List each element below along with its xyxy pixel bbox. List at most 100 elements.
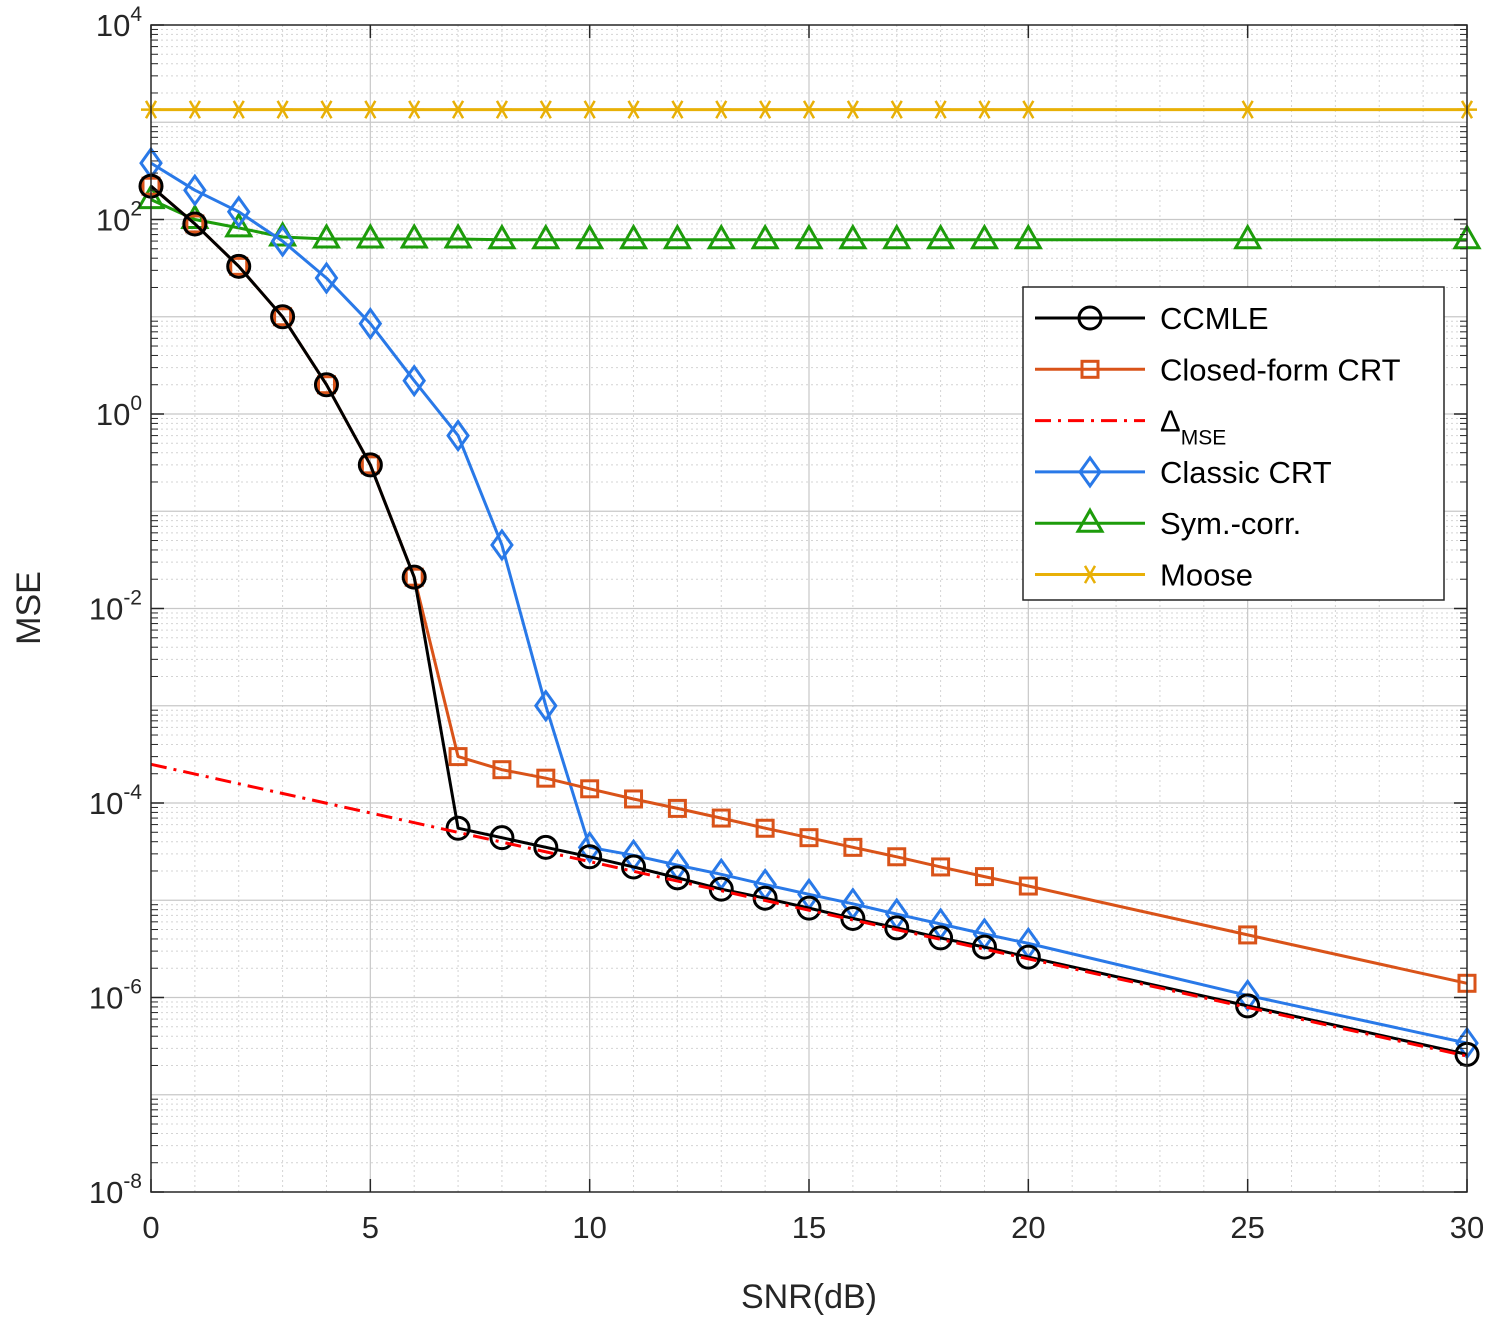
x-tick-label: 20 [1011, 1210, 1045, 1245]
marker-circle [577, 844, 603, 870]
series-delta-mse [150, 762, 1468, 1058]
legend-item-closed-form-crt: Closed-form CRT [1035, 352, 1401, 387]
y-tick-label: 100 [96, 392, 142, 432]
marker-diamond [1235, 978, 1260, 1013]
marker-circle [971, 934, 997, 960]
marker-triangle [750, 223, 780, 250]
marker-square [974, 867, 994, 887]
marker-asterisk [360, 100, 381, 119]
marker-asterisk [623, 100, 644, 119]
marker-diamond [490, 528, 514, 562]
x-tick-label: 15 [792, 1210, 826, 1245]
marker-triangle [969, 223, 1000, 250]
marker-asterisk [228, 100, 249, 119]
marker-diamond [533, 689, 558, 723]
marker-asterisk [1237, 100, 1258, 119]
marker-asterisk [579, 100, 600, 119]
marker-triangle [443, 222, 473, 249]
legend-item-ccmle: CCMLE [1035, 301, 1269, 336]
marker-circle [445, 815, 471, 841]
marker-square [492, 760, 512, 780]
marker-asterisk [184, 100, 205, 119]
series-layer [136, 100, 1482, 1067]
legend-label: Closed-form CRT [1160, 352, 1401, 387]
major-grid [151, 25, 1467, 1192]
marker-asterisk [448, 100, 469, 119]
y-tick-label: 102 [96, 198, 142, 238]
marker-asterisk [535, 100, 556, 119]
marker-circle [1077, 305, 1103, 331]
marker-diamond [621, 838, 646, 872]
y-tick-label: 104 [96, 3, 142, 43]
marker-square [229, 256, 249, 276]
marker-square [360, 455, 380, 475]
marker-square [843, 837, 863, 857]
x-tick-label: 0 [142, 1210, 159, 1245]
legend-item-classic-crt: Classic CRT [1035, 455, 1332, 490]
x-tick-label: 10 [572, 1210, 606, 1245]
x-axis-title: SNR(dB) [741, 1278, 877, 1316]
marker-diamond [402, 364, 427, 398]
marker-asterisk [842, 100, 863, 119]
x-tick-labels: 0 5 10 15 20 25 30 [142, 1210, 1484, 1245]
marker-asterisk [1018, 100, 1039, 119]
marker-circle [270, 304, 296, 330]
marker-asterisk [974, 100, 995, 119]
marker-square [624, 789, 644, 809]
marker-diamond [446, 418, 470, 453]
marker-diamond [577, 830, 602, 864]
marker-asterisk [886, 100, 907, 119]
marker-asterisk [491, 100, 512, 119]
series-line-delta-mse [150, 762, 1468, 1058]
legend-label: CCMLE [1160, 301, 1269, 336]
y-tick-labels: 10-8 10-6 10-4 10-2 100 102 104 [89, 3, 142, 1210]
marker-square [580, 779, 600, 799]
marker-asterisk [755, 100, 776, 119]
marker-triangle [531, 223, 561, 250]
marker-triangle [575, 223, 605, 250]
series-line-ccmle [150, 185, 1468, 1056]
marker-triangle [355, 222, 385, 249]
marker-square [667, 798, 687, 818]
marker-triangle [311, 222, 342, 249]
marker-circle [182, 211, 208, 237]
marker-square [185, 214, 205, 234]
y-tick-label: 10-8 [89, 1170, 142, 1210]
marker-square [448, 747, 468, 767]
marker-triangle [487, 223, 517, 250]
marker-triangle [706, 223, 736, 250]
marker-square [799, 828, 819, 848]
series-line-sym-corr [150, 198, 1467, 242]
marker-circle [226, 253, 252, 279]
marker-triangle [662, 223, 692, 250]
legend-item-sym-corr: Sym.-corr. [1035, 506, 1301, 541]
legend: CCMLE Closed-form CRT ΔMSE Classic CRT Sym.-… [1022, 286, 1445, 601]
marker-circle [621, 854, 647, 880]
marker-asterisk [1080, 565, 1100, 584]
marker-triangle [882, 223, 912, 250]
marker-triangle [224, 211, 254, 238]
marker-triangle [926, 223, 956, 250]
x-tick-label: 25 [1230, 1210, 1264, 1245]
marker-triangle [838, 223, 868, 250]
marker-circle [313, 372, 339, 398]
y-tick-label: 10-2 [89, 587, 142, 627]
marker-diamond [183, 173, 207, 207]
marker-circle [533, 834, 559, 860]
marker-diamond [358, 307, 383, 341]
marker-diamond [270, 224, 295, 258]
marker-triangle [1075, 507, 1105, 533]
marker-asterisk [930, 100, 951, 119]
marker-asterisk [799, 100, 819, 119]
legend-item-delta-mse: ΔMSE [1035, 404, 1226, 450]
marker-square [1238, 925, 1258, 945]
marker-circle [357, 452, 383, 478]
marker-square [711, 808, 731, 828]
marker-square [316, 375, 336, 395]
marker-asterisk [272, 100, 293, 119]
marker-triangle [1233, 223, 1263, 250]
marker-asterisk [316, 100, 337, 119]
y-axis-title: MSE [10, 571, 48, 645]
marker-diamond [226, 195, 251, 229]
